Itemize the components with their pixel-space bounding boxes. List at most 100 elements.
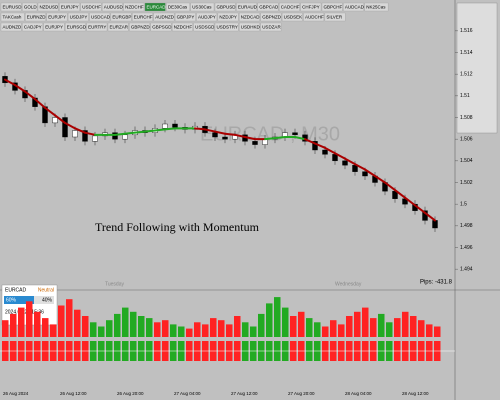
symbol-label[interactable]: GBPCHF xyxy=(324,4,343,9)
symbol-label[interactable]: NK25Cas xyxy=(366,4,386,9)
symbol-button[interactable] xyxy=(236,2,257,12)
symbol-button[interactable] xyxy=(80,2,102,12)
symbol-label[interactable]: AUDJPY xyxy=(198,14,216,19)
symbol-label[interactable]: CADCHF xyxy=(281,4,300,9)
symbol-button[interactable] xyxy=(123,2,145,12)
symbol-button[interactable] xyxy=(129,22,150,32)
symbol-label[interactable]: CHFJPY xyxy=(302,4,320,9)
symbol-label[interactable]: SILVER xyxy=(326,14,342,19)
symbol-label[interactable]: GBPSGD xyxy=(152,24,172,29)
histogram-bar xyxy=(106,320,113,337)
symbol-label[interactable]: EURNZD xyxy=(27,14,46,19)
symbol-button[interactable] xyxy=(321,2,343,12)
symbol-button[interactable] xyxy=(107,22,129,32)
symbol-label[interactable]: AUDUSD xyxy=(104,4,124,9)
symbol-button[interactable] xyxy=(364,2,389,12)
symbol-label[interactable]: NZDUSD xyxy=(40,4,59,9)
symbol-label[interactable]: EURJPY xyxy=(61,4,79,9)
symbol-button[interactable] xyxy=(144,2,166,12)
symbol-button[interactable] xyxy=(174,12,196,22)
symbol-label[interactable]: EURSGD xyxy=(67,24,87,29)
symbol-button[interactable] xyxy=(217,12,239,22)
symbol-button[interactable] xyxy=(214,22,239,32)
symbol-label[interactable]: NZDJPY xyxy=(219,14,237,19)
symbol-label[interactable]: AUDNZD xyxy=(155,14,174,19)
symbol-button[interactable] xyxy=(46,12,68,22)
symbol-button[interactable] xyxy=(260,22,282,32)
symbol-button[interactable] xyxy=(22,22,43,32)
symbol-label[interactable]: GBPNZD xyxy=(131,24,151,29)
symbol-label[interactable]: AUDCHF xyxy=(305,14,324,19)
symbol-button[interactable] xyxy=(43,22,65,32)
symbol-label[interactable]: USDHKD xyxy=(241,24,261,29)
symbol-button[interactable] xyxy=(239,12,260,22)
symbol-label[interactable]: USDCHF xyxy=(82,4,101,9)
ma-segment xyxy=(24,90,36,101)
symbol-button[interactable] xyxy=(303,12,325,22)
symbol-label[interactable]: USDZAR xyxy=(262,24,281,29)
symbol-button[interactable] xyxy=(0,12,25,22)
symbol-button[interactable] xyxy=(150,22,172,32)
symbol-button[interactable] xyxy=(37,2,59,12)
symbol-button[interactable] xyxy=(86,22,108,32)
histogram-bar xyxy=(170,324,177,337)
symbol-button[interactable] xyxy=(166,2,190,12)
symbol-label[interactable]: AUDCAD xyxy=(345,4,365,9)
symbol-button[interactable] xyxy=(193,22,215,32)
symbol-label[interactable]: EURCHF xyxy=(134,14,153,19)
symbol-label[interactable]: GBPUSD xyxy=(217,4,237,9)
symbol-label[interactable]: TAKCash xyxy=(3,14,22,19)
symbol-button[interactable] xyxy=(59,2,80,12)
symbol-button[interactable] xyxy=(132,12,153,22)
symbol-button[interactable] xyxy=(110,12,132,22)
symbol-button[interactable] xyxy=(22,2,38,12)
symbol-label[interactable]: USDCAD xyxy=(91,14,111,19)
symbol-label[interactable]: NZDCAD xyxy=(241,14,260,19)
symbol-button[interactable] xyxy=(343,2,364,12)
symbol-button[interactable] xyxy=(89,12,111,22)
symbol-label[interactable]: EURJPY xyxy=(48,14,66,19)
symbol-button[interactable] xyxy=(324,12,346,22)
symbol-label[interactable]: EURUSD xyxy=(3,4,23,9)
symbol-button[interactable] xyxy=(279,2,300,12)
symbol-button[interactable] xyxy=(214,2,236,12)
symbol-label[interactable]: EURAUD xyxy=(238,4,258,9)
symbol-label[interactable]: GBPJPY xyxy=(177,14,195,19)
symbol-label[interactable]: GOLD xyxy=(24,4,38,9)
symbol-label[interactable]: EURZAR xyxy=(110,24,129,29)
symbol-label[interactable]: EURJPY xyxy=(45,24,63,29)
symbol-button[interactable] xyxy=(172,22,193,32)
symbol-label[interactable]: EURCAD xyxy=(147,4,167,9)
symbol-button[interactable] xyxy=(67,12,89,22)
symbol-label[interactable]: NZDCHF xyxy=(174,24,193,29)
price-label: 1.496 xyxy=(460,245,473,251)
symbol-button[interactable] xyxy=(65,22,86,32)
symbol-label[interactable]: DE30Cas xyxy=(168,4,188,9)
symbol-button[interactable] xyxy=(190,2,215,12)
symbol-button[interactable] xyxy=(281,12,303,22)
symbol-button[interactable] xyxy=(300,2,322,12)
symbol-button[interactable] xyxy=(260,12,282,22)
symbol-label[interactable]: US30Cas xyxy=(192,4,212,9)
symbol-button[interactable] xyxy=(0,22,22,32)
symbol-button[interactable] xyxy=(239,22,260,32)
symbol-label[interactable]: USDJPY xyxy=(70,14,88,19)
symbol-button[interactable] xyxy=(196,12,218,22)
symbol-button[interactable] xyxy=(102,2,123,12)
candle xyxy=(212,132,218,138)
symbol-label[interactable]: AUDNZD xyxy=(3,24,22,29)
symbol-button[interactable] xyxy=(257,2,279,12)
symbol-button[interactable] xyxy=(0,2,22,12)
symbol-label[interactable]: USDSEK xyxy=(284,14,303,19)
histogram-bar xyxy=(370,318,377,337)
symbol-label[interactable]: GBPCAD xyxy=(259,4,279,9)
symbol-button[interactable] xyxy=(153,12,175,22)
symbol-label[interactable]: EURGBP xyxy=(112,14,131,19)
symbol-label[interactable]: USDSGD xyxy=(195,24,215,29)
symbol-label[interactable]: USDSTRY xyxy=(217,24,238,29)
symbol-label[interactable]: CADJPY xyxy=(24,24,42,29)
symbol-label[interactable]: GBPNZD xyxy=(262,14,282,19)
symbol-label[interactable]: EURTRY xyxy=(88,24,106,29)
symbol-label[interactable]: NZDCHF xyxy=(125,4,144,9)
symbol-button[interactable] xyxy=(25,12,46,22)
